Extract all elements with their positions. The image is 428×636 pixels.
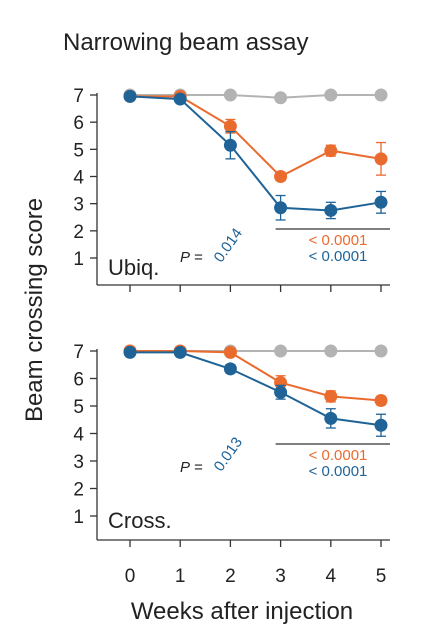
x-axis-label: Weeks after injection xyxy=(131,598,353,625)
data-point-gray xyxy=(374,344,388,358)
x-tick-label: 4 xyxy=(326,566,337,587)
data-point-gray xyxy=(374,88,388,102)
series-line-orange xyxy=(130,350,382,402)
data-point-blue xyxy=(123,89,137,103)
data-point-orange xyxy=(324,144,338,158)
data-point-gray xyxy=(324,88,338,102)
data-point-gray xyxy=(223,88,237,102)
data-point-orange xyxy=(274,170,288,183)
data-point-orange xyxy=(324,389,338,403)
comparison-p-value-orange: < 0.0001 xyxy=(309,232,368,249)
x-tick-label: 1 xyxy=(175,566,186,587)
data-point-blue xyxy=(274,201,288,215)
data-point-gray xyxy=(324,344,338,358)
chart-title: Narrowing beam assay xyxy=(63,29,308,56)
p-value-rotated: 0.014 xyxy=(211,225,246,266)
data-point-orange xyxy=(223,119,237,133)
x-tick-label: 0 xyxy=(125,566,136,587)
chart-panel-2: 1 2 3 4 5 6 7 0 1 2 3 4 5 Cross. P = 0.013 < 0.0001< 0.0… xyxy=(73,342,390,587)
chart-panel-1: 1 2 3 4 5 6 7 Ubiq. P = 0.014 < 0.0001< 0.0001 xyxy=(73,86,390,292)
p-value-rotated: 0.013 xyxy=(211,434,246,475)
x-tick-label: 5 xyxy=(376,566,387,587)
y-tick-label: 5 xyxy=(73,397,84,418)
data-point-blue xyxy=(324,411,338,425)
p-label: P = xyxy=(180,459,203,476)
y-tick-label: 3 xyxy=(73,452,84,473)
y-tick-label: 4 xyxy=(73,168,84,189)
data-point-blue xyxy=(173,345,187,359)
series-line-blue xyxy=(130,351,382,427)
panel-label: Cross. xyxy=(108,508,172,533)
y-tick-label: 2 xyxy=(73,222,84,243)
data-point-blue xyxy=(223,138,237,152)
data-point-blue xyxy=(123,345,137,359)
y-tick-label: 4 xyxy=(73,425,84,446)
data-point-orange xyxy=(374,394,388,407)
y-tick-label: 6 xyxy=(73,113,84,134)
comparison-p-value-blue: < 0.0001 xyxy=(309,463,368,480)
y-tick-label: 5 xyxy=(73,140,84,161)
y-tick-label: 1 xyxy=(73,507,84,528)
y-tick-label: 6 xyxy=(73,370,84,391)
comparison-p-value-orange: < 0.0001 xyxy=(309,447,368,464)
data-point-gray xyxy=(274,344,288,358)
data-point-blue xyxy=(274,385,288,399)
data-point-orange xyxy=(223,345,237,359)
y-tick-label: 3 xyxy=(73,195,84,216)
comparison-p-value-blue: < 0.0001 xyxy=(309,248,368,265)
panel-label: Ubiq. xyxy=(108,255,159,280)
series-line-orange xyxy=(130,95,382,178)
data-point-gray xyxy=(274,91,288,105)
data-point-blue xyxy=(374,195,388,209)
x-tick-label: 3 xyxy=(275,566,286,587)
data-point-orange xyxy=(374,152,388,166)
data-point-blue xyxy=(173,92,187,106)
series-line-gray xyxy=(130,94,381,99)
data-point-blue xyxy=(324,203,338,217)
y-tick-label: 7 xyxy=(73,342,84,363)
x-tick-label: 2 xyxy=(225,566,236,587)
y-tick-label: 7 xyxy=(73,86,84,107)
series-line-blue xyxy=(129,95,382,212)
y-tick-label: 1 xyxy=(73,249,84,270)
data-point-blue xyxy=(374,418,388,432)
data-point-blue xyxy=(223,362,237,376)
y-tick-label: 2 xyxy=(73,480,84,501)
y-axis-label: Beam crossing score xyxy=(21,198,48,422)
p-label: P = xyxy=(180,249,203,266)
